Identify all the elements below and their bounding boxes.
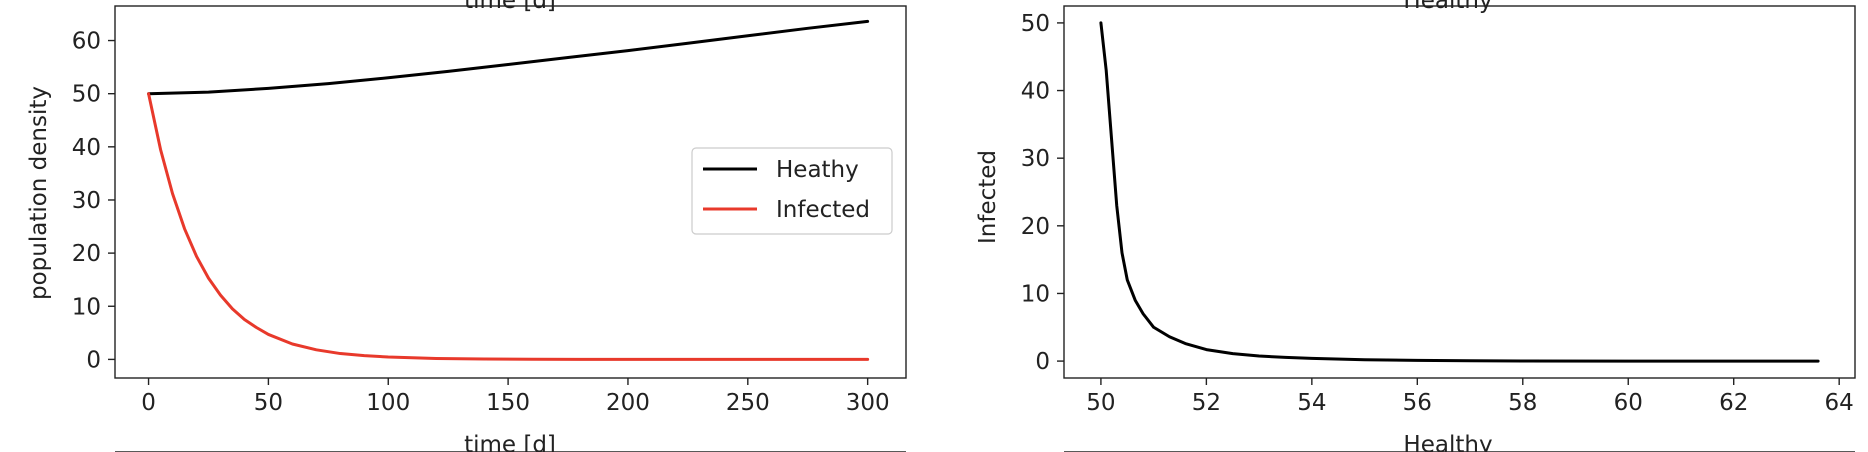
x-tick-label: 250 bbox=[726, 390, 770, 416]
y-tick-label: 0 bbox=[86, 347, 101, 373]
y-axis-ticks: 0 10 20 30 40 50 60 bbox=[72, 29, 115, 373]
x-tick-label: 58 bbox=[1508, 390, 1537, 416]
cut-off-label: Healthy bbox=[1403, 0, 1492, 14]
y-tick-label: 30 bbox=[1021, 146, 1050, 172]
x-tick-label: 64 bbox=[1825, 390, 1854, 416]
x-axis-ticks: 50 52 54 56 58 60 62 64 bbox=[1086, 378, 1854, 416]
plot-frame bbox=[1063, 5, 1856, 379]
x-tick-label: 50 bbox=[1086, 390, 1115, 416]
series-line-heathy bbox=[147, 19, 870, 96]
y-tick-label: 20 bbox=[72, 241, 101, 267]
legend: Heathy Infected bbox=[691, 147, 893, 235]
legend-label-infected: Infected bbox=[776, 197, 870, 223]
y-axis-label: population density bbox=[26, 86, 52, 300]
plot-frame bbox=[114, 5, 907, 379]
y-tick-label: 0 bbox=[1035, 349, 1050, 375]
series-layer bbox=[147, 19, 870, 361]
y-tick-label: 60 bbox=[72, 29, 101, 55]
legend-label-heathy: Heathy bbox=[776, 157, 859, 183]
y-tick-label: 10 bbox=[1021, 281, 1050, 307]
x-axis-ticks: 0 50 100 150 200 250 300 bbox=[141, 378, 890, 416]
y-tick-label: 10 bbox=[72, 294, 101, 320]
x-tick-label: 0 bbox=[141, 390, 156, 416]
series-line-infected bbox=[147, 92, 870, 361]
x-tick-label: 56 bbox=[1403, 390, 1432, 416]
x-axis-label: time [d] bbox=[464, 432, 556, 452]
time-series-panel: 0 50 100 150 200 250 300 0 10 20 30 40 50 60 time [d… bbox=[26, 0, 907, 452]
series-layer bbox=[1099, 21, 1820, 363]
x-tick-label: 200 bbox=[606, 390, 650, 416]
x-tick-label: 60 bbox=[1614, 390, 1643, 416]
x-tick-label: 150 bbox=[486, 390, 530, 416]
y-tick-label: 50 bbox=[1021, 11, 1050, 37]
x-tick-label: 62 bbox=[1719, 390, 1748, 416]
y-axis-ticks: 0 10 20 30 40 50 bbox=[1021, 11, 1064, 375]
series-line-trajectory bbox=[1099, 21, 1820, 363]
y-tick-label: 20 bbox=[1021, 214, 1050, 240]
x-tick-label: 100 bbox=[366, 390, 410, 416]
y-tick-label: 30 bbox=[72, 188, 101, 214]
phase-portrait-panel: 50 52 54 56 58 60 62 64 0 10 20 30 40 50 Healthy Hea… bbox=[975, 0, 1856, 452]
y-tick-label: 40 bbox=[1021, 79, 1050, 105]
x-tick-label: 52 bbox=[1192, 390, 1221, 416]
cut-off-label: time [d] bbox=[464, 0, 556, 14]
y-tick-label: 50 bbox=[72, 82, 101, 108]
x-tick-label: 54 bbox=[1297, 390, 1326, 416]
x-tick-label: 300 bbox=[846, 390, 890, 416]
x-axis-label: Healthy bbox=[1403, 432, 1492, 452]
x-tick-label: 50 bbox=[254, 390, 283, 416]
y-tick-label: 40 bbox=[72, 135, 101, 161]
y-axis-label: Infected bbox=[975, 150, 1001, 244]
